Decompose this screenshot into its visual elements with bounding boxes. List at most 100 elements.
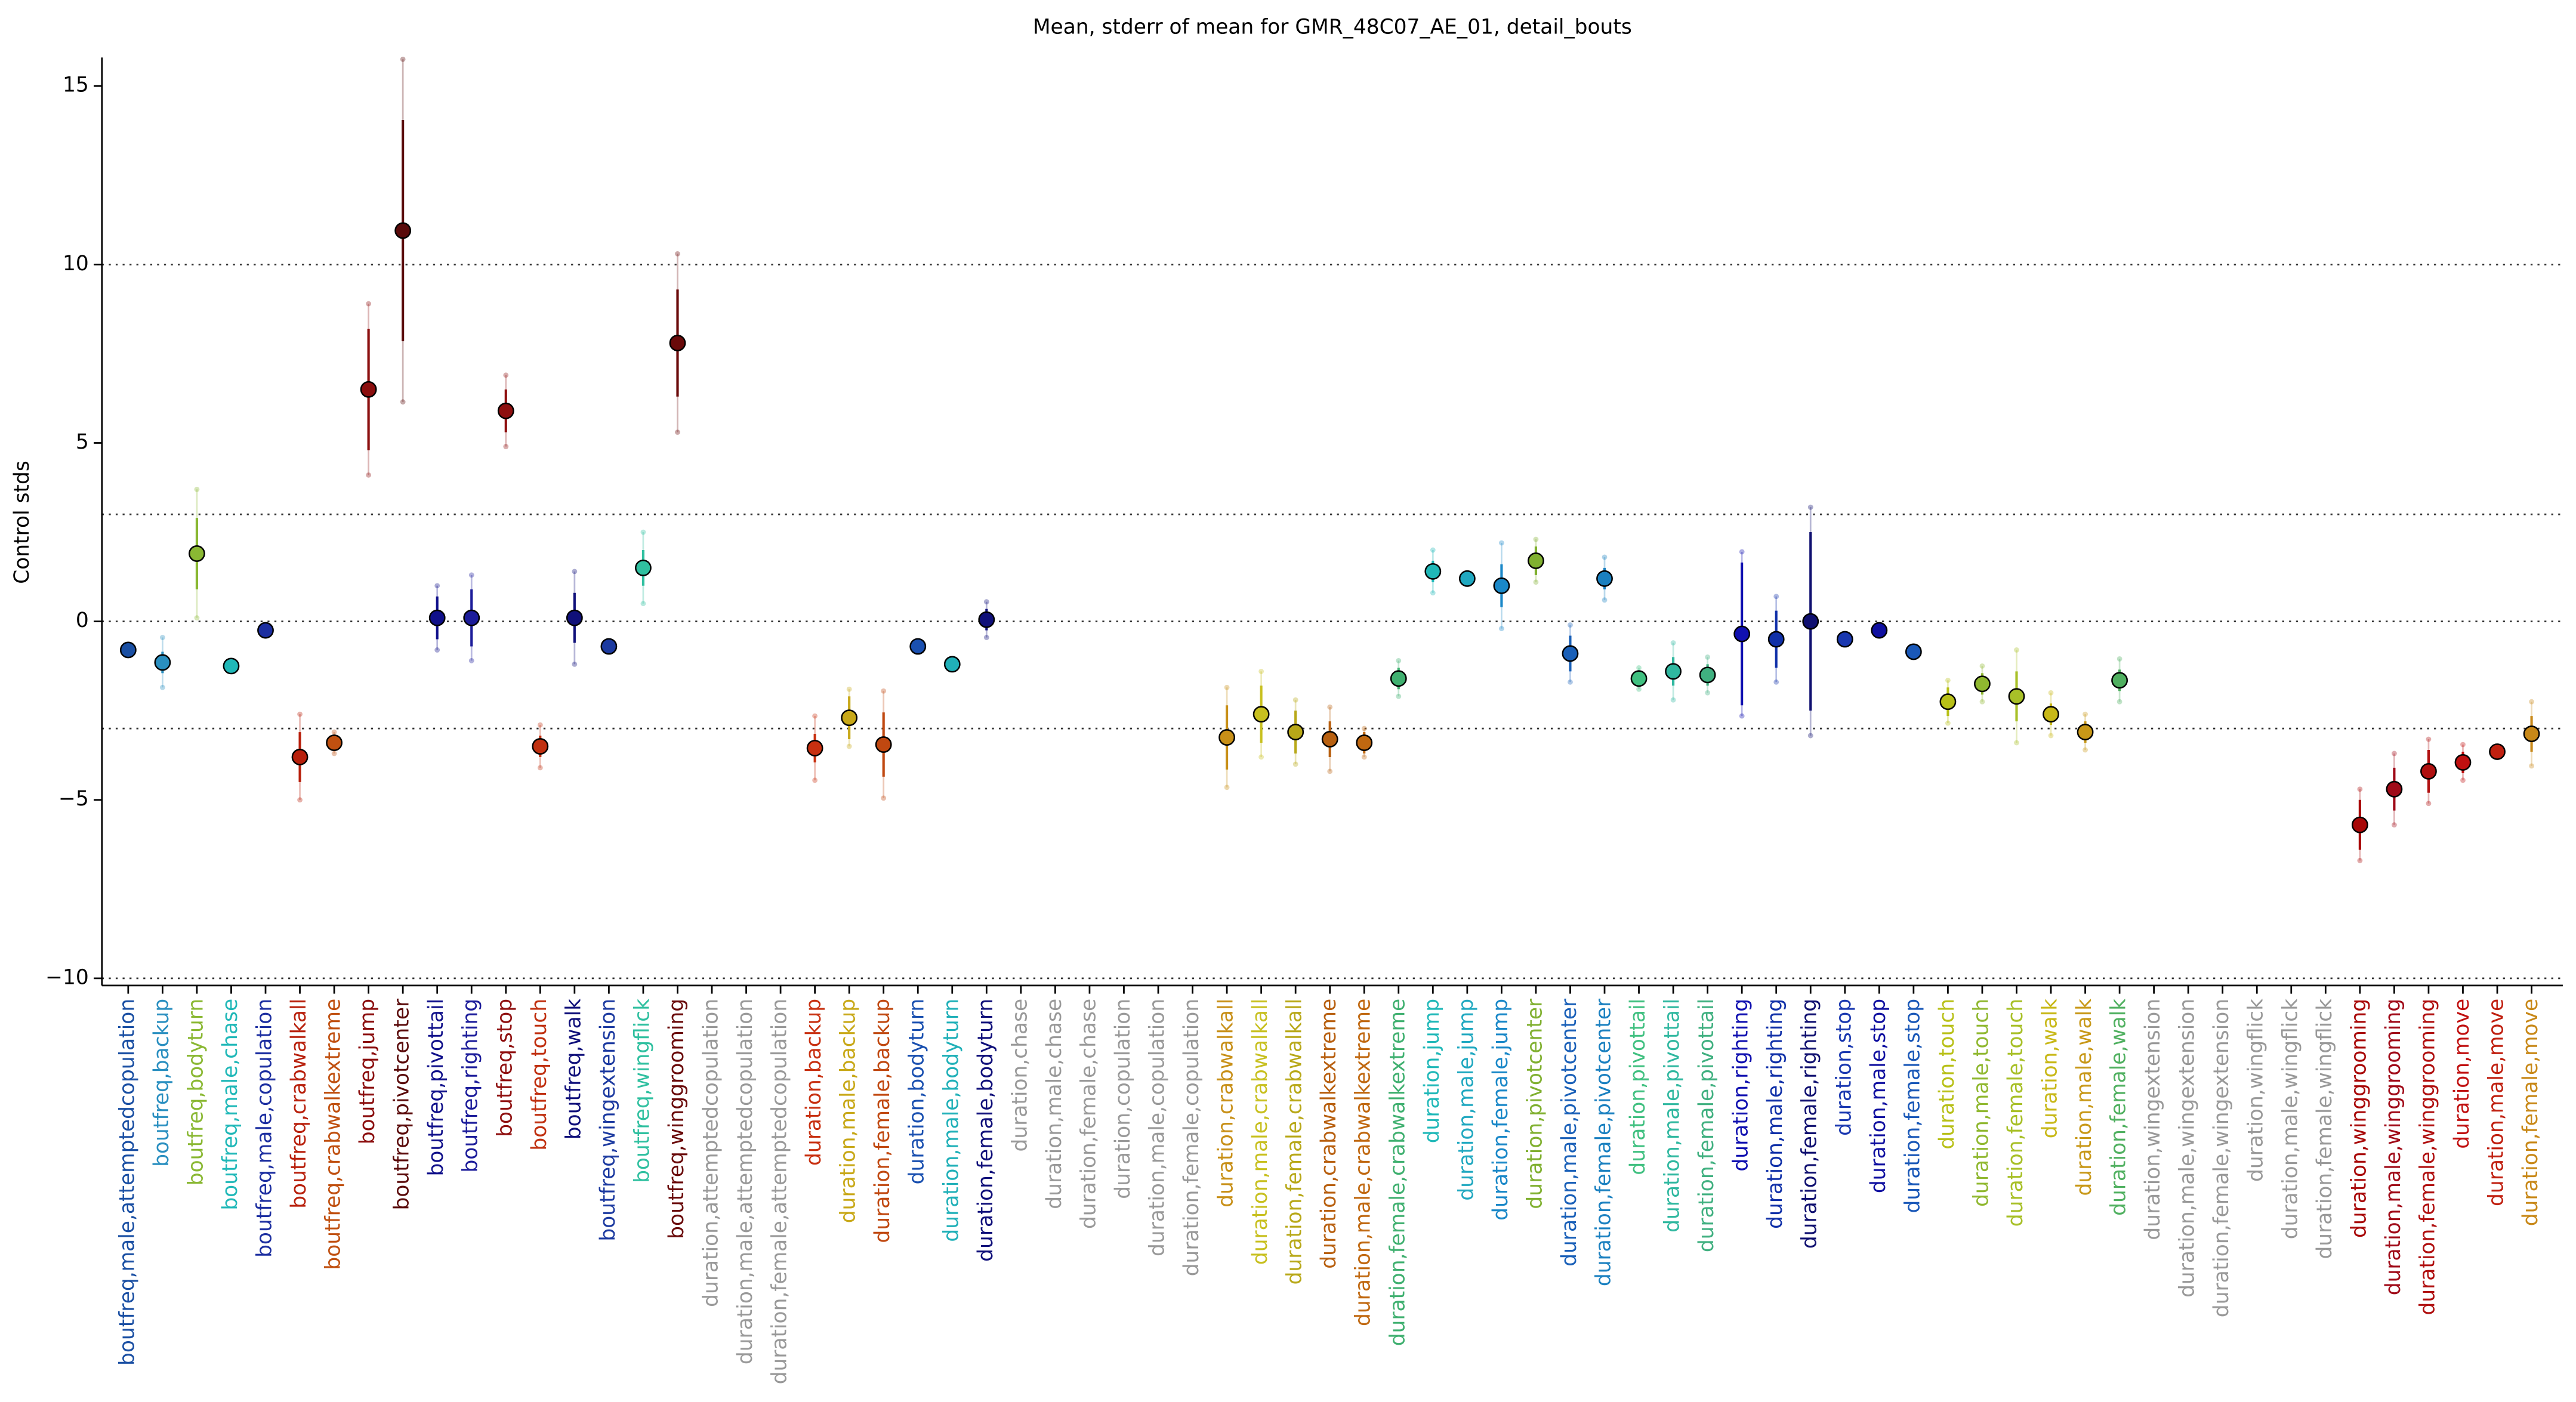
mean-marker [119,641,137,659]
mean-marker [1836,631,1853,648]
outer-error-dot [1807,733,1813,739]
x-tick-label: boutfreq,wingextension [596,999,620,1242]
outer-error-dot [2117,699,2122,705]
mean-marker [2351,816,2368,833]
x-tick-label: duration,male,jump [1454,999,1478,1201]
outer-error-dot [1705,690,1711,696]
mean-marker [2420,762,2437,780]
x-tick-label: duration,female,wingflick [2313,999,2337,1259]
x-tick-label: duration,male,wingextension [2176,999,2199,1298]
outer-error-dot [2117,656,2122,662]
outer-error-dot [1602,554,1608,560]
mean-marker [154,654,171,671]
x-tick-label: duration,female,jump [1489,999,1513,1221]
mean-marker [189,545,205,562]
outer-error-dot [1979,663,1985,669]
outer-error-dot [194,486,200,492]
x-tick-label: duration,female,pivotcenter [1592,998,1616,1286]
outer-error-dot [881,688,887,694]
x-tick-label: duration,male,attemptedcopulation [733,999,757,1364]
outer-error-dot [1327,704,1333,710]
mean-marker [1596,570,1613,587]
outer-error-dot [400,56,406,62]
x-tick-label: duration,female,move [2519,999,2543,1226]
mean-marker [1390,670,1407,687]
x-tick-label: boutfreq,male,copulation [253,999,277,1258]
outer-error-dot [434,583,440,589]
mean-marker [943,656,961,673]
mean-marker [360,381,377,398]
mean-marker [1562,645,1579,662]
mean-marker [257,622,274,639]
mean-marker [1321,731,1338,748]
mean-marker [2043,706,2059,723]
outer-error-dot [881,795,887,801]
x-tick-label: duration,copulation [1111,999,1135,1199]
mean-marker [1699,666,1716,684]
outer-error-dot [1430,590,1436,596]
chart-title: Mean, stderr of mean for GMR_48C07_AE_01… [1033,15,1632,39]
mean-marker [223,657,240,675]
outer-error-dot [1430,547,1436,553]
y-tick-label: 10 [63,252,89,276]
outer-error-dot [331,729,337,735]
x-tick-label: duration,crabwalkextreme [1317,999,1341,1269]
x-tick-label: boutfreq,pivottail [424,999,448,1176]
x-tick-label: boutfreq,male,chase [218,999,242,1210]
outer-error-dot [1498,626,1504,631]
mean-marker [463,609,480,626]
x-tick-label: duration,touch [1935,999,1959,1150]
outer-error-dot [194,615,200,621]
x-tick-label: duration,male,bodyturn [939,999,963,1242]
outer-error-dot [640,601,646,607]
outer-error-dot [2391,751,2397,756]
outer-error-dot [846,686,852,692]
outer-error-dot [2014,740,2019,746]
mean-marker [635,559,652,576]
outer-error-dot [812,713,818,719]
outer-error-dot [1292,697,1298,703]
outer-error-dot [1945,720,1951,726]
mean-marker [566,609,583,626]
x-tick-label: duration,male,crabwalkall [1248,999,1272,1265]
mean-marker [1665,663,1682,680]
outer-error-dot [537,722,543,728]
outer-error-dot [2529,763,2534,769]
outer-error-dot [675,430,680,435]
x-tick-label: duration,female,stop [1901,999,1924,1213]
x-tick-label: duration,wingflick [2244,999,2268,1182]
outer-error-dot [983,599,989,605]
mean-marker [1802,613,1819,630]
x-tick-label: duration,male,righting [1763,999,1787,1229]
x-tick-label: boutfreq,jump [356,999,380,1144]
x-tick-label: duration,female,crabwalkextreme [1386,999,1409,1346]
outer-error-dot [159,684,165,690]
x-tick-label: boutfreq,bodyturn [184,999,208,1185]
mean-marker [1458,570,1476,587]
outer-error-dot [468,658,474,663]
outer-error-dot [1670,697,1676,703]
outer-error-dot [1533,579,1539,585]
outer-error-dot [675,251,680,257]
x-tick-label: duration,bodyturn [905,999,929,1184]
x-tick-label: duration,male,pivotcenter [1557,998,1581,1267]
x-tick-label: duration,male,chase [1042,999,1066,1209]
x-tick-label: duration,female,copulation [1180,999,1204,1276]
mean-marker [875,736,892,753]
x-tick-label: duration,male,winggrooming [2381,999,2405,1295]
outer-error-dot [2083,711,2088,717]
mean-marker [1974,675,1991,693]
x-tick-label: duration,male,touch [1969,999,1993,1207]
mean-marker [1630,670,1648,687]
outer-error-dot [1568,622,1573,628]
y-tick-label: 0 [76,609,89,632]
outer-error-dot [1636,686,1642,692]
y-tick-label: −5 [58,787,89,811]
x-tick-label: boutfreq,touch [527,999,551,1151]
x-tick-label: duration,pivotcenter [1523,998,1547,1209]
x-tick-label: duration,female,attemptedcopulation [768,999,792,1385]
outer-error-dot [1224,684,1230,690]
outer-error-dot [2460,777,2466,783]
x-tick-label: duration,female,crabwalkall [1283,999,1307,1285]
